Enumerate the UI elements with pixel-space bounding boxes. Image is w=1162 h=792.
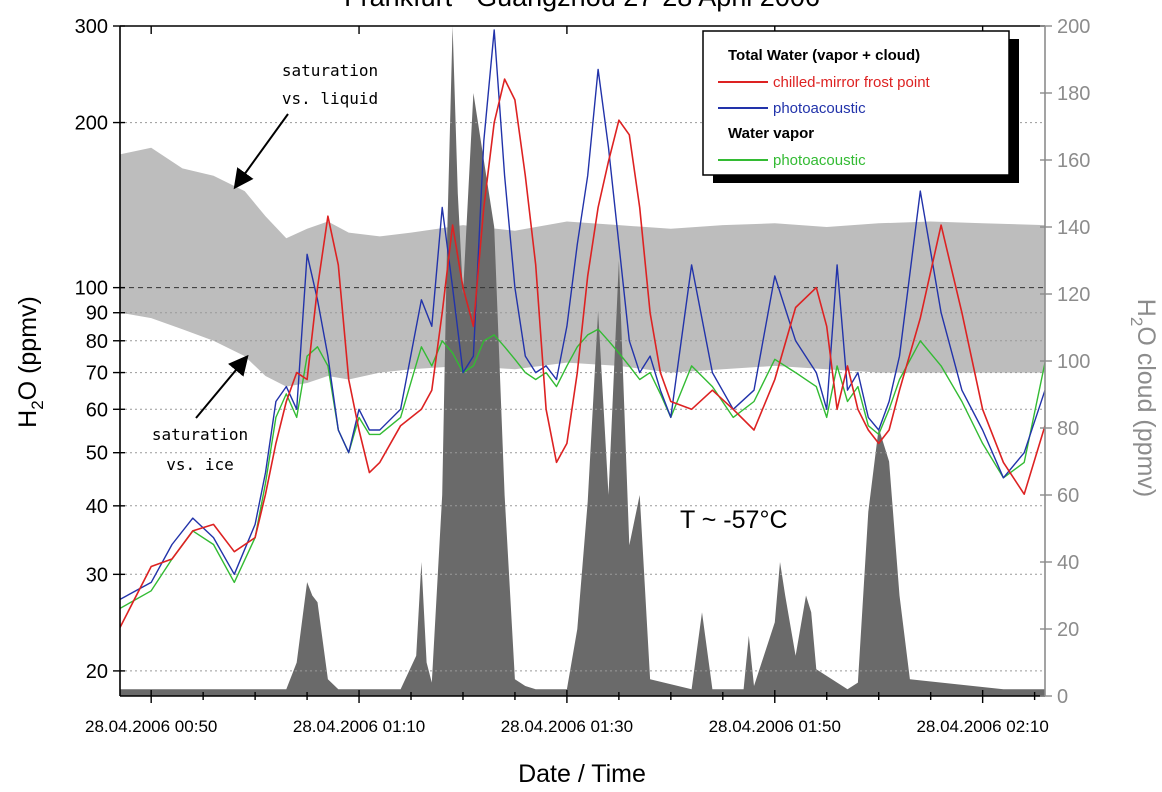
series-photoacoustic-vapor-line [120,328,1045,610]
chart-title: Frankfurt - Guangzhou 27-28 April 2006 [344,0,820,12]
y-right-tick-label-180: 180 [1057,83,1090,105]
y-left-tick-label-40: 40 [86,496,108,518]
y-left-title-main: H [14,410,42,428]
y-left-tick-label-80: 80 [86,331,108,353]
y-axis-title-left: H2O (ppmv) [14,296,47,428]
x-tick-label-2: 28.04.2006 01:30 [501,717,633,736]
y-right-title-sub: 2 [1127,317,1146,326]
y-left-title-rest: O (ppmv) [14,296,42,400]
y-left-tick-label-70: 70 [86,363,108,385]
saturation-band [120,147,1045,387]
annotation-sat-ice-line1: saturation [152,425,248,444]
x-tick-label-3: 28.04.2006 01:50 [709,717,841,736]
y-right-title-main: H [1132,299,1160,317]
y-left-tick-label-60: 60 [86,399,108,421]
annotation-temperature: T ~ -57°C [680,506,788,534]
y-right-tick-label-40: 40 [1057,552,1079,574]
annotation-sat-liquid-line2: vs. liquid [282,89,378,108]
y-right-tick-label-140: 140 [1057,217,1090,239]
x-tick-label-0: 28.04.2006 00:50 [85,717,217,736]
y-right-tick-label-200: 200 [1057,16,1090,38]
y-axis-title-right: H2O cloud (ppmv) [1127,299,1160,497]
legend: Total Water (vapor + cloud) chilled-mirr… [702,30,1019,183]
legend-group2-title: Water vapor [728,125,814,142]
x-tick-label-4: 28.04.2006 02:10 [916,717,1048,736]
y-right-tick-label-0: 0 [1057,686,1068,708]
y-left-tick-label-90: 90 [86,303,108,325]
y-right-tick-label-120: 120 [1057,284,1090,306]
y-left-tick-label-100: 100 [75,278,108,300]
x-axis-title: Date / Time [518,760,646,788]
arrow-sat-ice [195,354,249,419]
y-right-tick-label-80: 80 [1057,418,1079,440]
legend-box [702,30,1010,176]
y-left-tick-label-50: 50 [86,443,108,465]
annotation-saturation-liquid: saturation vs. liquid [233,61,378,190]
y-right-title-rest: O cloud (ppmv) [1132,326,1160,497]
annotation-sat-liquid-line1: saturation [282,61,378,80]
y-left-title-sub: 2 [28,400,47,409]
legend-label-photoacoustic-vapor: photoacoustic [773,152,866,169]
y-left-tick-label-200: 200 [75,113,108,135]
series-frost-point-line [120,78,1045,628]
y-right-tick-label-160: 160 [1057,150,1090,172]
series-photoacoustic-total-line [120,29,1045,601]
y-right-tick-label-20: 20 [1057,619,1079,641]
y-right-tick-label-60: 60 [1057,485,1079,507]
legend-label-frost-point: chilled-mirror frost point [773,74,931,91]
legend-group1-title: Total Water (vapor + cloud) [728,47,920,64]
annotation-sat-ice-line2: vs. ice [166,455,233,474]
arrow-sat-liquid [233,113,289,190]
y-left-tick-label-20: 20 [86,661,108,683]
y-left-tick-label-30: 30 [86,564,108,586]
y-right-tick-label-100: 100 [1057,351,1090,373]
annotation-saturation-ice: saturation vs. ice [152,354,249,474]
legend-label-photoacoustic-total: photoacoustic [773,100,866,117]
x-tick-label-1: 28.04.2006 01:10 [293,717,425,736]
y-left-tick-label-300: 300 [75,16,108,38]
